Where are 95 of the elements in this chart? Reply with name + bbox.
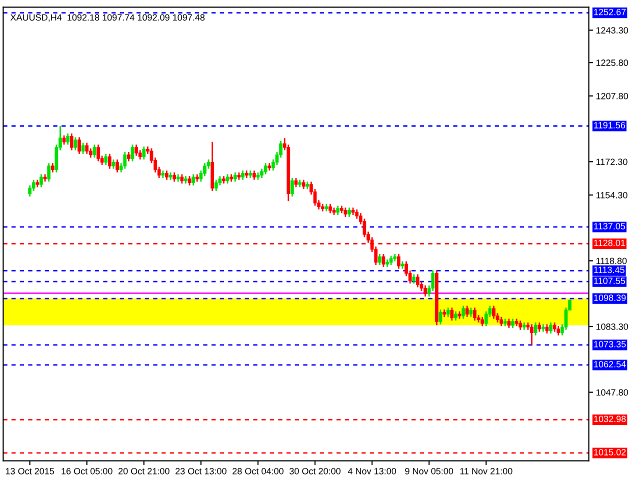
x-tick-label: 20 Oct 21:00	[118, 468, 170, 474]
y-tick-label: 1207.80	[596, 92, 628, 100]
candlestick	[96, 144, 100, 162]
x-tick-label: 23 Oct 13:00	[176, 468, 226, 474]
candlestick	[480, 316, 484, 327]
candlestick	[545, 324, 549, 334]
y-tick-label: 1154.30	[596, 192, 628, 198]
candlestick	[424, 284, 427, 298]
candlestick	[78, 136, 81, 155]
candlestick	[344, 206, 348, 218]
candlestick	[454, 310, 458, 322]
candlestick	[70, 132, 74, 151]
candlestick	[348, 206, 351, 218]
candlestick	[462, 305, 465, 320]
candlestick	[530, 324, 534, 346]
candlestick	[549, 322, 552, 334]
candlestick	[214, 179, 218, 192]
ref-line-label: 1015.02	[594, 449, 626, 456]
candlestick	[92, 144, 96, 158]
candlestick	[556, 325, 560, 336]
candlestick	[290, 177, 294, 198]
candlestick	[328, 203, 332, 214]
y-tick-label: 1118.80	[596, 258, 627, 264]
candlestick	[511, 318, 514, 329]
candlestick	[264, 162, 268, 175]
candlestick	[336, 205, 340, 216]
candlestick	[538, 322, 542, 332]
candlestick	[552, 322, 556, 332]
x-tick-label: 9 Nov 05:00	[405, 468, 454, 474]
x-tick-label: 4 Nov 13:00	[348, 468, 396, 474]
candlestick	[438, 308, 442, 325]
candlestick	[127, 151, 130, 162]
candlestick	[180, 174, 184, 184]
candlestick	[130, 144, 134, 162]
candlestick	[142, 146, 146, 160]
candlestick	[134, 144, 138, 156]
candlestick	[416, 274, 420, 288]
candlestick	[492, 305, 496, 320]
y-tick-label: 1172.30	[596, 158, 628, 166]
candlestick	[294, 177, 298, 188]
x-tick-label: 11 Nov 21:00	[460, 468, 512, 474]
candlestick	[465, 305, 469, 318]
candlestick	[469, 306, 473, 318]
candlestick	[85, 142, 89, 155]
y-tick-label: 1083.30	[596, 323, 628, 330]
ref-line-label: 1073.35	[594, 340, 626, 348]
candlestick	[500, 316, 504, 327]
ref-line-label: 1128.01	[594, 240, 626, 246]
candlestick	[165, 170, 168, 181]
candlestick	[302, 179, 306, 190]
ref-line-label: 1032.98	[594, 416, 626, 422]
candlestick	[74, 136, 78, 151]
ref-line-label: 1137.05	[594, 222, 626, 230]
candlestick	[241, 170, 244, 181]
x-tick-label: 13 Oct 2015	[6, 468, 54, 474]
x-tick-label: 28 Oct 04:00	[232, 468, 284, 474]
candlestick	[233, 172, 237, 182]
candlestick	[116, 158, 119, 174]
ref-line-label: 1062.54	[594, 361, 626, 368]
candlestick	[172, 172, 176, 182]
candlestick	[81, 142, 85, 155]
candlestick	[47, 162, 51, 182]
y-tick-label: 1047.80	[596, 389, 628, 396]
x-tick-label: 30 Oct 20:00	[290, 468, 341, 474]
candlestick	[226, 174, 230, 184]
candlestick	[446, 306, 450, 318]
x-tick-label: 16 Oct 05:00	[62, 468, 112, 474]
candlestick	[123, 151, 127, 170]
candlestick	[396, 253, 400, 270]
candlestick	[450, 306, 454, 322]
candlestick	[50, 162, 54, 174]
candlestick	[382, 253, 386, 268]
ref-line-label: 1252.67	[594, 8, 626, 16]
y-tick-label: 1243.30	[596, 27, 628, 34]
candlestick	[192, 174, 196, 186]
candlestick	[534, 322, 538, 336]
candlestick	[104, 153, 108, 166]
ref-line-label: 1113.45	[594, 266, 624, 274]
candlestick	[507, 318, 511, 329]
candlestick	[412, 274, 416, 284]
ref-line-label: 1191.56	[594, 122, 626, 128]
candlestick	[252, 170, 256, 181]
ref-line-label: 1107.55	[594, 278, 626, 284]
y-tick-label: 1225.80	[596, 60, 628, 66]
text: XAUUSD,H4 1092.18 1097.74 1092.09 1097.48	[10, 14, 205, 22]
candlestick	[389, 255, 393, 266]
candlestick	[108, 153, 112, 170]
ref-line-label: 1098.39	[594, 294, 626, 301]
candlestick	[66, 132, 70, 146]
candlestick	[40, 174, 43, 188]
candlestick	[518, 320, 522, 331]
candlestick	[188, 175, 192, 186]
candlestick	[473, 306, 476, 322]
candlestick	[378, 253, 382, 266]
candlestick	[112, 158, 116, 170]
